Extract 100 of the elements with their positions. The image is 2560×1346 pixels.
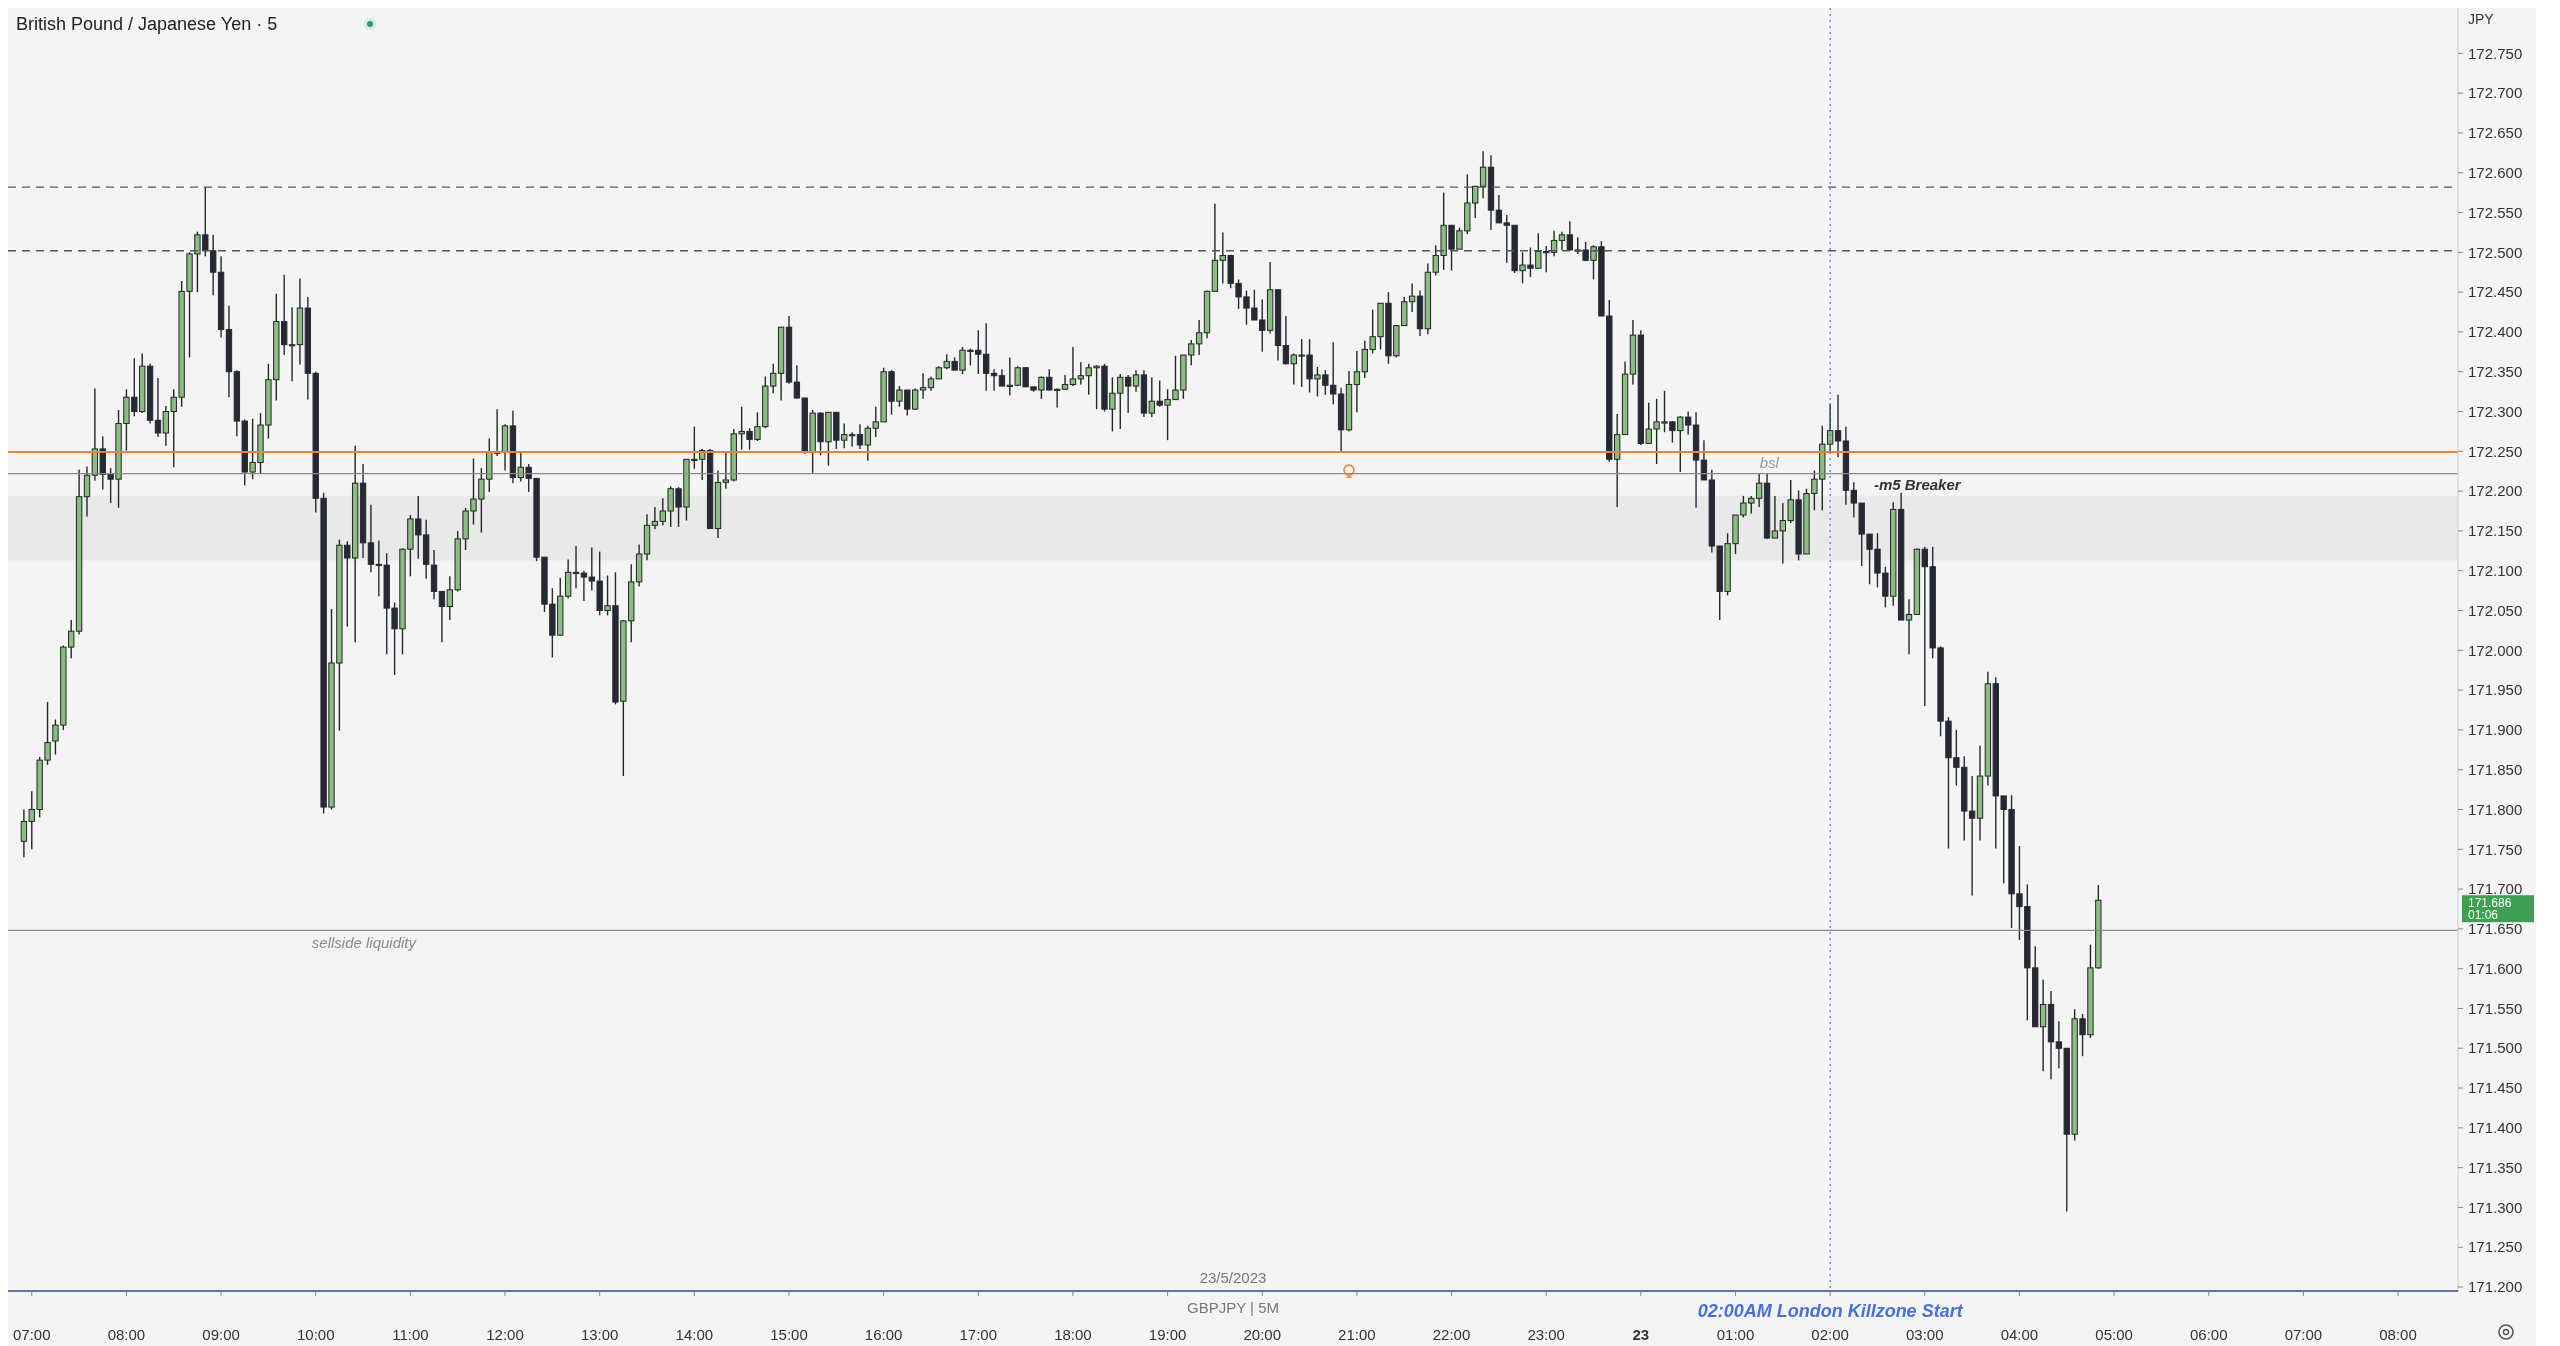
y-tick-label: 172.350 — [2468, 362, 2523, 380]
candlestick — [1527, 246, 1534, 278]
candlestick — [1448, 224, 1455, 272]
x-tick-label: 20:00 — [1243, 1326, 1282, 1343]
text: 01:06 — [2468, 908, 2499, 923]
candlestick — [675, 486, 682, 528]
y-tick-label: 172.100 — [2468, 561, 2523, 579]
y-tick-label: 171.350 — [2468, 1158, 2523, 1176]
x-tick-label: 22:00 — [1432, 1326, 1471, 1343]
y-tick-label: 171.950 — [2468, 681, 2523, 699]
x-tick-label: 02:00 — [1811, 1326, 1849, 1343]
candlestick — [1834, 394, 1842, 458]
candlestick — [154, 377, 162, 438]
x-tick-label: 14:00 — [675, 1326, 714, 1343]
x-tick-label: 23:00 — [1527, 1326, 1565, 1343]
candlestick — [1677, 415, 1684, 473]
y-tick-label: 172.550 — [2468, 203, 2523, 221]
text: 171.686 — [2468, 896, 2512, 911]
candlestick — [1700, 439, 1708, 481]
candlestick — [1543, 245, 1550, 273]
candlestick — [131, 357, 138, 417]
candlestick — [1306, 338, 1313, 394]
x-tick-label: 15:00 — [770, 1326, 808, 1343]
chart-title: British Pound / Japanese Yen · 5 — [16, 14, 278, 34]
x-tick-label: 19:00 — [1148, 1326, 1187, 1343]
candlestick — [1905, 598, 1913, 655]
x-tick-label: 10:00 — [296, 1326, 335, 1343]
y-tick-label: 172.500 — [2468, 243, 2523, 261]
x-tick-label: 13:00 — [580, 1326, 619, 1343]
candlestick — [572, 545, 580, 589]
x-tick-label: 21:00 — [1338, 1326, 1376, 1343]
x-tick-label: 07:00 — [13, 1326, 51, 1343]
candlestick — [83, 465, 91, 518]
y-tick-label: 171.550 — [2468, 999, 2523, 1017]
y-axis-title: JPY — [2468, 11, 2495, 27]
candlestick — [1669, 420, 1676, 444]
candlestick — [2039, 979, 2047, 1073]
y-tick-label: 171.850 — [2468, 760, 2523, 778]
ref-line-label: bsl — [1759, 453, 1780, 471]
text: GBPJPY | 5M — [1187, 1299, 1279, 1316]
candlestick — [1590, 244, 1597, 281]
y-tick-label: 171.650 — [2468, 920, 2523, 938]
x-tick-label: 04:00 — [2000, 1326, 2039, 1343]
candlestick — [1053, 387, 1061, 409]
y-tick-label: 171.400 — [2468, 1119, 2523, 1137]
ref-line-label: sellside liquidity — [311, 934, 418, 952]
candlestick — [1282, 315, 1290, 366]
candlestick — [604, 574, 611, 616]
y-tick-label: 171.700 — [2468, 880, 2523, 898]
y-tick-label: 171.250 — [2468, 1238, 2523, 1256]
candlestick — [1558, 230, 1566, 251]
y-tick-label: 171.750 — [2468, 840, 2523, 858]
y-tick-label: 171.450 — [2468, 1079, 2523, 1097]
x-tick-label: 03:00 — [1906, 1326, 1944, 1343]
candlestick — [1550, 230, 1558, 258]
y-tick-label: 172.450 — [2468, 283, 2523, 301]
band-label: -m5 Breaker — [1873, 475, 1962, 493]
candlestick — [2079, 1013, 2086, 1057]
candlestick — [1124, 374, 1132, 414]
candlestick — [281, 273, 288, 356]
y-tick-label: 172.000 — [2468, 641, 2523, 659]
candlestick — [1566, 220, 1574, 251]
y-tick-label: 171.800 — [2468, 800, 2523, 818]
x-tick-label: 01:00 — [1716, 1326, 1755, 1343]
y-tick-label: 172.050 — [2468, 601, 2523, 619]
x-tick-label: 16:00 — [864, 1326, 903, 1343]
candlestick — [1156, 379, 1163, 408]
y-tick-label: 171.300 — [2468, 1198, 2523, 1216]
candlestick — [438, 590, 446, 644]
candlestick — [1519, 251, 1526, 285]
candlestick — [1479, 150, 1487, 199]
y-tick-label: 172.650 — [2468, 124, 2523, 142]
y-tick-label: 171.600 — [2468, 959, 2523, 977]
candlestick — [1046, 368, 1053, 391]
y-tick-label: 172.600 — [2468, 164, 2523, 181]
x-tick-label: 06:00 — [2189, 1326, 2228, 1343]
candlestick — [896, 385, 903, 408]
ref-line-label: 02:00AM London Killzone Start — [1697, 1301, 1964, 1321]
x-tick-label: 05:00 — [2095, 1326, 2133, 1343]
x-tick-label: 23 — [1632, 1326, 1650, 1343]
x-tick-label: 18:00 — [1054, 1326, 1092, 1343]
y-tick-label: 172.150 — [2468, 522, 2523, 540]
x-tick-label: 09:00 — [202, 1326, 240, 1343]
candlestick — [288, 306, 296, 382]
y-tick-label: 171.200 — [2468, 1278, 2523, 1296]
candlestick — [904, 389, 911, 417]
x-tick-label: 12:00 — [486, 1326, 524, 1343]
y-tick-label: 172.200 — [2468, 482, 2523, 500]
candlestick — [517, 450, 524, 483]
x-tick-label: 08:00 — [2379, 1326, 2417, 1343]
x-tick-label: 07:00 — [2284, 1326, 2323, 1343]
y-tick-label: 171.500 — [2468, 1039, 2523, 1057]
y-tick-label: 172.300 — [2468, 402, 2523, 420]
x-tick-label: 08:00 — [107, 1326, 146, 1343]
y-tick-label: 172.750 — [2468, 44, 2523, 62]
candlestick — [1148, 376, 1155, 418]
x-tick-label: 11:00 — [392, 1326, 429, 1343]
x-tick-label: 17:00 — [959, 1326, 998, 1343]
y-tick-label: 172.700 — [2468, 84, 2523, 102]
y-tick-label: 172.400 — [2468, 323, 2523, 341]
